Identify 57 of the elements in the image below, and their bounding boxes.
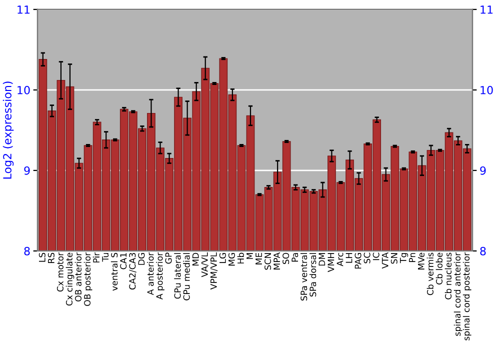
x-tick-label: OB anterior [74,252,82,302]
x-tick-label: LG [219,253,226,263]
x-tick-label: MVe [418,252,424,270]
x-tick-label: M [246,253,253,259]
y2-tick-label: 10 [480,86,493,94]
x-tick-label: GP [165,252,172,264]
x-tick-label: PAG [354,253,362,269]
x-tick-label: Cx motor [56,252,64,292]
y-axis-title: Log2 (expression) [2,82,14,179]
x-tick-label: Tg [400,253,408,264]
x-tick-label: ventral S [110,252,118,291]
x-tick-label: CA2/CA3 [129,253,136,290]
x-tick-label: VTA [382,252,388,269]
x-tick-label: CPu medial [183,253,190,300]
y2-tick-label: 11 [480,6,493,14]
x-tick-label: VMH [328,253,334,272]
x-tick-label: Pa [292,253,298,262]
y-tick-label: 9 [24,166,30,175]
x-tick-label: LH [346,253,352,263]
y-tick-label: 11 [18,6,30,14]
x-tick-label: OB posterior [84,252,92,306]
x-tick-label: SO [282,252,290,264]
x-tick-label: Tu [102,253,109,262]
x-tick-label: Cb vermis [426,252,434,296]
x-tick-label: RS [48,252,54,263]
x-tick-label: Pn [409,253,416,262]
x-tick-label: spinal cord posterior [462,252,472,340]
x-tick-label: SN [390,253,398,264]
x-tick-label: MPA [274,252,280,270]
x-tick-label: A posterior [156,252,164,300]
x-tick-label: CPu lateral [174,253,181,299]
x-tick-label: spinal cord anterior [454,252,462,336]
x-tick-label: CA1 [120,253,127,270]
x-tick-label: Cx cingulate [66,252,74,306]
x-tick-label: SC [364,252,370,264]
x-tick-label: VA/VL [201,252,209,278]
x-tick-label: Hb [237,252,244,264]
x-tick-label: Arc [336,252,344,266]
x-tick-label: Cb lobe [436,252,443,284]
x-tick-label: SCN [264,253,272,270]
x-tick-label: SPa dorsal [309,253,316,296]
x-tick-label: MG [228,253,235,266]
x-tick-label: LS [38,252,46,262]
x-tick-label: ME [256,252,262,264]
x-tick-label: Cb nucleus [444,252,452,300]
x-tick-label: VPM/VPL [210,252,218,290]
x-tick-label: Pir [92,252,100,262]
x-tick-label: SPa ventral [300,253,308,300]
x-tick-label: A anterior [147,252,154,296]
y2-tick-label: 9 [480,166,486,175]
y-tick-label: 8 [24,246,30,256]
x-tick-label: DM [318,253,326,266]
x-tick-label: IC [372,252,380,260]
x-tick-label: DG [138,253,145,265]
x-tick-label: MD [192,252,199,266]
y2-tick-label: 8 [480,246,486,256]
y-tick-label: 10 [18,86,30,94]
